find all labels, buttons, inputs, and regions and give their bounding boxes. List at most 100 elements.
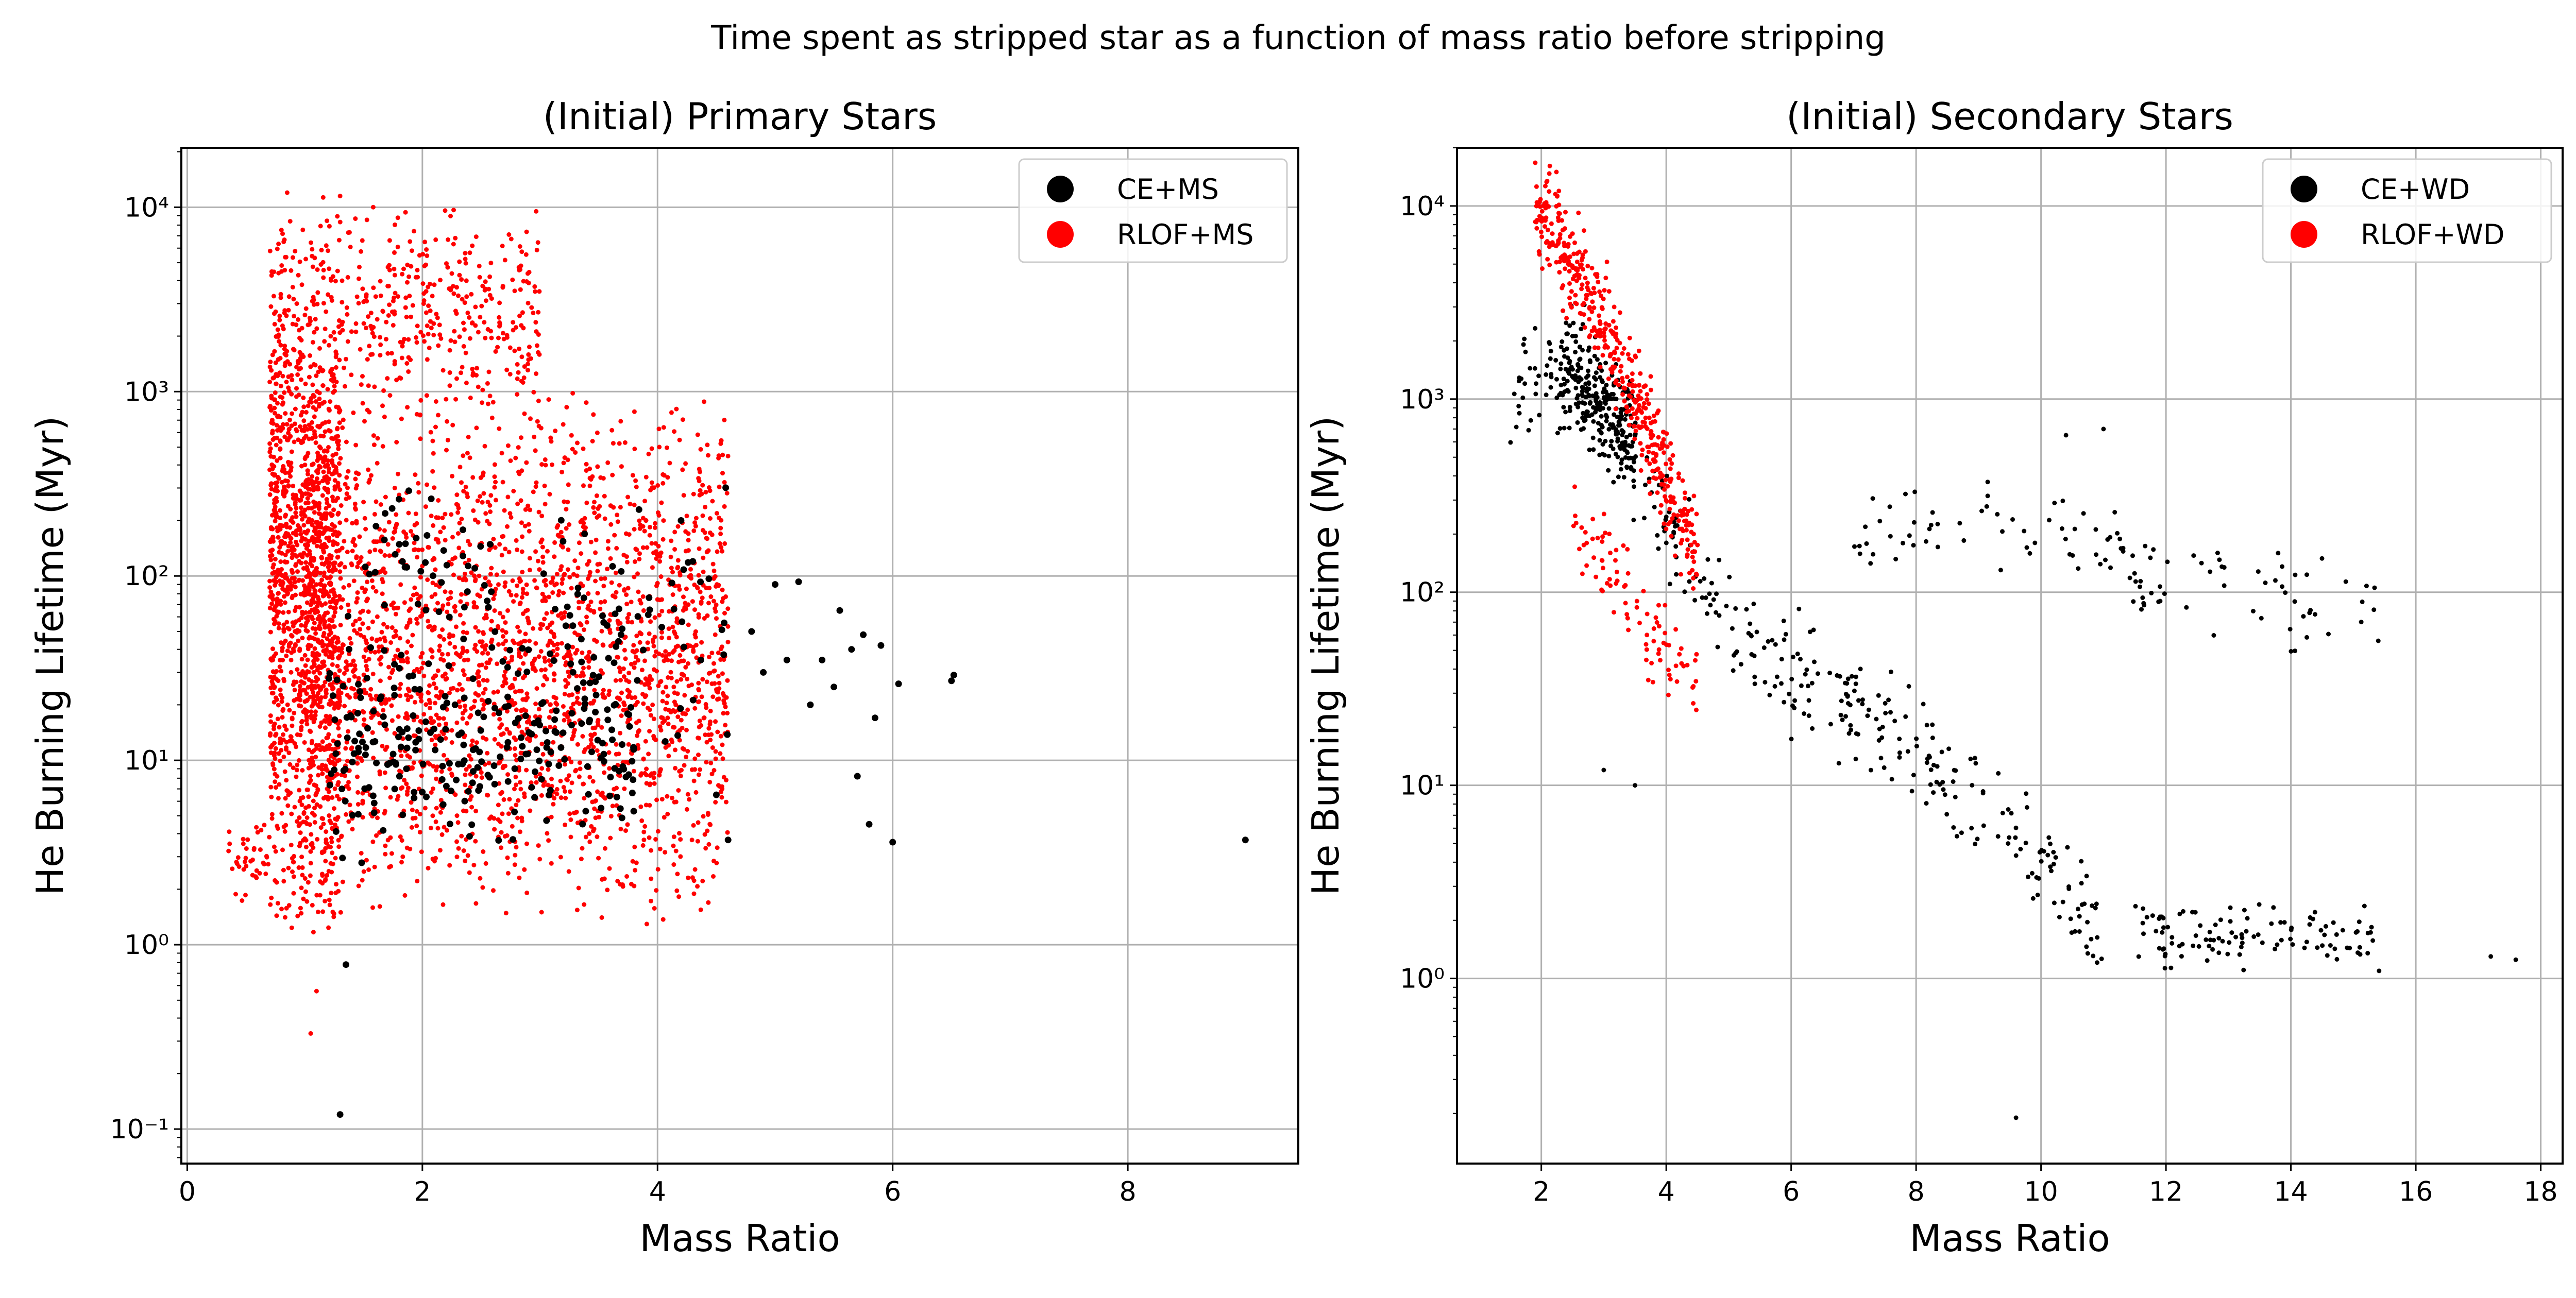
left-rlof-ms-point <box>720 452 725 457</box>
left-rlof-ms-point <box>562 610 567 615</box>
left-rlof-ms-point <box>590 701 595 706</box>
left-rlof-ms-point <box>500 285 505 290</box>
left-rlof-ms-point <box>562 718 567 723</box>
left-rlof-ms-point <box>296 559 301 564</box>
left-rlof-ms-point <box>428 826 433 830</box>
left-rlof-ms-point <box>533 549 538 554</box>
left-rlof-ms-point <box>538 626 543 631</box>
left-rlof-ms-point <box>310 264 315 269</box>
left-rlof-ms-point <box>496 582 501 587</box>
left-rlof-ms-point <box>636 658 641 663</box>
left-rlof-ms-point <box>709 651 715 656</box>
left-rlof-ms-point <box>317 588 323 593</box>
left-rlof-ms-point <box>314 988 319 994</box>
left-rlof-ms-point <box>653 837 658 842</box>
left-rlof-ms-point <box>309 506 314 511</box>
left-rlof-ms-point <box>396 471 400 476</box>
left-rlof-ms-point <box>650 702 655 707</box>
left-rlof-ms-point <box>311 697 316 703</box>
left-rlof-ms-point <box>310 253 315 259</box>
right-ce-wd-point <box>2085 919 2090 925</box>
left-rlof-ms-point <box>425 253 430 258</box>
left-rlof-ms-point <box>639 818 645 823</box>
left-rlof-ms-point <box>654 556 659 561</box>
left-rlof-ms-point <box>536 350 541 355</box>
left-rlof-ms-point <box>526 280 531 285</box>
left-rlof-ms-point <box>689 767 694 772</box>
left-rlof-ms-point <box>281 610 286 615</box>
left-rlof-ms-point <box>706 453 710 458</box>
left-rlof-ms-point <box>587 839 592 844</box>
left-rlof-ms-point <box>582 516 587 521</box>
left-ce-ms-point <box>354 710 361 717</box>
left-rlof-ms-point <box>327 503 332 508</box>
left-rlof-ms-point <box>318 433 323 438</box>
left-rlof-ms-point <box>384 319 389 324</box>
left-rlof-ms-point <box>318 686 324 691</box>
left-rlof-ms-point <box>705 442 710 448</box>
left-rlof-ms-point <box>310 841 315 846</box>
left-rlof-ms-point <box>392 362 397 367</box>
left-rlof-ms-point <box>276 270 281 276</box>
left-rlof-ms-point <box>342 365 346 370</box>
left-ce-ms-point <box>367 644 374 651</box>
left-ce-ms-point <box>455 731 462 739</box>
left-rlof-ms-point <box>480 500 485 505</box>
left-rlof-ms-point <box>319 766 325 772</box>
left-rlof-ms-point <box>473 625 478 630</box>
left-rlof-ms-point <box>608 522 614 527</box>
left-rlof-ms-point <box>327 813 332 818</box>
left-rlof-ms-point <box>483 665 488 670</box>
left-rlof-ms-point <box>456 699 462 704</box>
left-rlof-ms-point <box>298 498 303 503</box>
left-rlof-ms-point <box>308 1031 313 1036</box>
left-rlof-ms-point <box>446 652 451 657</box>
left-rlof-ms-point <box>552 554 557 559</box>
left-ce-ms-point <box>538 776 545 783</box>
left-rlof-ms-point <box>346 602 350 607</box>
left-rlof-ms-point <box>292 688 297 693</box>
left-rlof-ms-point <box>293 562 298 567</box>
left-rlof-ms-point <box>312 782 317 788</box>
left-rlof-ms-point <box>284 489 289 494</box>
left-rlof-ms-point <box>308 353 312 358</box>
left-rlof-ms-point <box>280 715 285 720</box>
left-rlof-ms-point <box>470 243 475 248</box>
left-rlof-ms-point <box>539 793 544 798</box>
left-rlof-ms-point <box>696 680 701 686</box>
left-ce-ms-point <box>486 774 493 781</box>
left-rlof-ms-point <box>388 795 393 800</box>
left-rlof-ms-point <box>349 329 354 334</box>
left-rlof-ms-point <box>331 507 336 513</box>
left-rlof-ms-point <box>710 499 715 504</box>
left-rlof-ms-point <box>598 600 603 605</box>
left-rlof-ms-point <box>599 725 604 730</box>
left-rlof-ms-point <box>467 542 472 547</box>
left-rlof-ms-point <box>359 249 364 254</box>
left-ce-ms-point <box>555 762 563 769</box>
left-rlof-ms-point <box>591 609 597 614</box>
left-rlof-ms-point <box>322 542 327 546</box>
left-rlof-ms-point <box>323 619 328 624</box>
left-rlof-ms-point <box>464 380 469 385</box>
left-rlof-ms-point <box>563 789 568 794</box>
left-rlof-ms-point <box>505 709 510 714</box>
left-rlof-ms-point <box>722 541 727 546</box>
left-rlof-ms-point <box>457 259 462 264</box>
left-rlof-ms-point <box>543 598 548 603</box>
left-ce-ms-point <box>471 565 478 572</box>
left-rlof-ms-point <box>503 580 508 585</box>
left-rlof-ms-point <box>328 604 333 609</box>
left-ce-ms-point <box>705 575 713 583</box>
left-rlof-ms-point <box>684 727 689 732</box>
left-rlof-ms-point <box>315 604 320 609</box>
left-rlof-ms-point <box>337 408 343 413</box>
left-rlof-ms-point <box>704 705 709 710</box>
left-rlof-ms-point <box>389 351 394 356</box>
left-rlof-ms-point <box>647 631 652 636</box>
left-ce-ms-point <box>585 791 592 798</box>
left-rlof-ms-point <box>543 463 548 468</box>
left-rlof-ms-point <box>521 639 527 644</box>
right-ce-wd-point <box>1909 789 1914 794</box>
left-rlof-ms-point <box>299 326 304 331</box>
